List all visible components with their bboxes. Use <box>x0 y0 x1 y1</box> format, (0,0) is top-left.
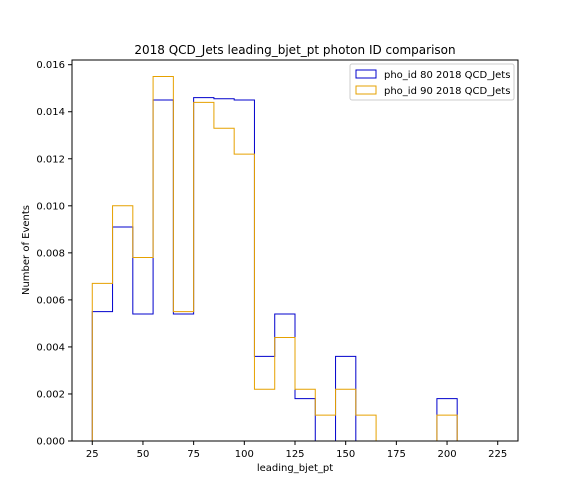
y-tick-label: 0.000 <box>36 437 65 448</box>
legend-label-pho-id-80: pho_id 80 2018 QCD_Jets <box>384 70 510 81</box>
legend-swatch-pho-id-80 <box>355 69 377 79</box>
chart-title: 2018 QCD_Jets leading_bjet_pt photon ID … <box>134 43 455 57</box>
x-tick-label: 175 <box>387 449 406 460</box>
x-tick-label: 25 <box>86 449 99 460</box>
legend-swatch-pho-id-90 <box>355 85 377 95</box>
x-tick-label: 225 <box>488 449 507 460</box>
y-tick-label: 0.014 <box>36 107 65 118</box>
x-axis: 25 50 75 100 125 150 175 200 225 <box>86 441 507 460</box>
y-tick-label: 0.016 <box>36 60 65 71</box>
legend-label-pho-id-90: pho_id 90 2018 QCD_Jets <box>384 86 510 97</box>
y-axis: 0.000 0.002 0.004 0.006 0.008 0.010 0.012 0.014… <box>36 60 72 448</box>
x-tick-label: 75 <box>187 449 200 460</box>
x-tick-label: 125 <box>285 449 304 460</box>
x-tick-label: 100 <box>235 449 254 460</box>
y-tick-label: 0.012 <box>36 154 65 165</box>
plot-area <box>91 75 498 442</box>
x-axis-label: leading_bjet_pt <box>257 463 333 474</box>
y-tick-label: 0.010 <box>36 201 65 212</box>
legend-box <box>349 63 515 101</box>
y-tick-label: 0.006 <box>36 295 65 306</box>
y-axis-label: Number of Events <box>21 205 32 295</box>
x-tick-label: 50 <box>137 449 150 460</box>
y-tick-label: 0.008 <box>36 248 65 259</box>
y-tick-label: 0.004 <box>36 342 65 353</box>
x-tick-label: 150 <box>336 449 355 460</box>
legend: pho_id 80 2018 QCD_Jets pho_id 90 2018 Q… <box>349 63 515 101</box>
y-tick-label: 0.002 <box>36 389 65 400</box>
x-tick-label: 200 <box>437 449 456 460</box>
